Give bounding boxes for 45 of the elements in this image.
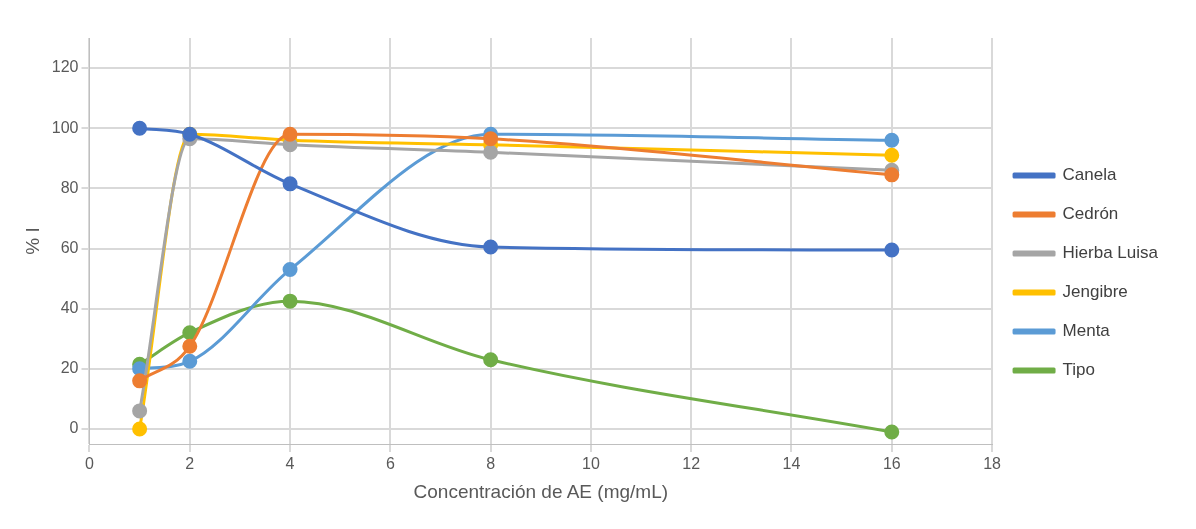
y-tick-label: 80 — [60, 178, 79, 196]
point — [483, 239, 499, 255]
x-tick-label: 14 — [782, 455, 801, 473]
x-tick-label: 4 — [285, 455, 295, 473]
legend-label: Cedrón — [1062, 204, 1119, 224]
point — [282, 126, 298, 142]
x-tick-label: 0 — [85, 455, 95, 473]
point — [132, 421, 148, 437]
point — [182, 325, 198, 341]
point — [884, 424, 900, 440]
point — [483, 131, 499, 147]
legend-label: Tipo — [1062, 360, 1096, 380]
x-tick-label: 10 — [582, 455, 600, 473]
point — [884, 132, 900, 148]
point — [132, 373, 148, 389]
x-tick-label: 6 — [385, 455, 395, 473]
point — [132, 403, 148, 419]
point — [132, 120, 148, 136]
y-axis-title: % I — [21, 227, 43, 255]
legend-label: Jengibre — [1062, 282, 1128, 302]
point — [282, 176, 298, 192]
x-tick-label: 12 — [682, 455, 701, 473]
x-tick-label: 8 — [486, 455, 496, 473]
point — [182, 353, 198, 369]
point — [182, 338, 198, 354]
point — [884, 147, 900, 163]
point — [884, 242, 900, 258]
x-tick-label: 18 — [983, 455, 1002, 473]
point — [282, 293, 298, 309]
legend-label: Canela — [1062, 165, 1117, 185]
x-axis-title: Concentración de AE (mg/mL) — [413, 480, 669, 502]
x-tick-label: 2 — [185, 455, 195, 473]
point — [483, 352, 499, 368]
y-tick-label: 120 — [51, 58, 79, 76]
y-tick-label: 100 — [51, 118, 79, 136]
legend-label: Menta — [1062, 321, 1111, 341]
x-tick-label: 16 — [882, 455, 901, 473]
legend-label: Hierba Luisa — [1062, 243, 1159, 263]
point — [884, 167, 900, 183]
y-tick-label: 40 — [60, 299, 79, 317]
point — [483, 144, 499, 160]
y-tick-label: 0 — [69, 419, 79, 437]
y-tick-label: 20 — [60, 359, 79, 377]
y-tick-label: 60 — [60, 238, 79, 256]
point — [282, 262, 298, 278]
